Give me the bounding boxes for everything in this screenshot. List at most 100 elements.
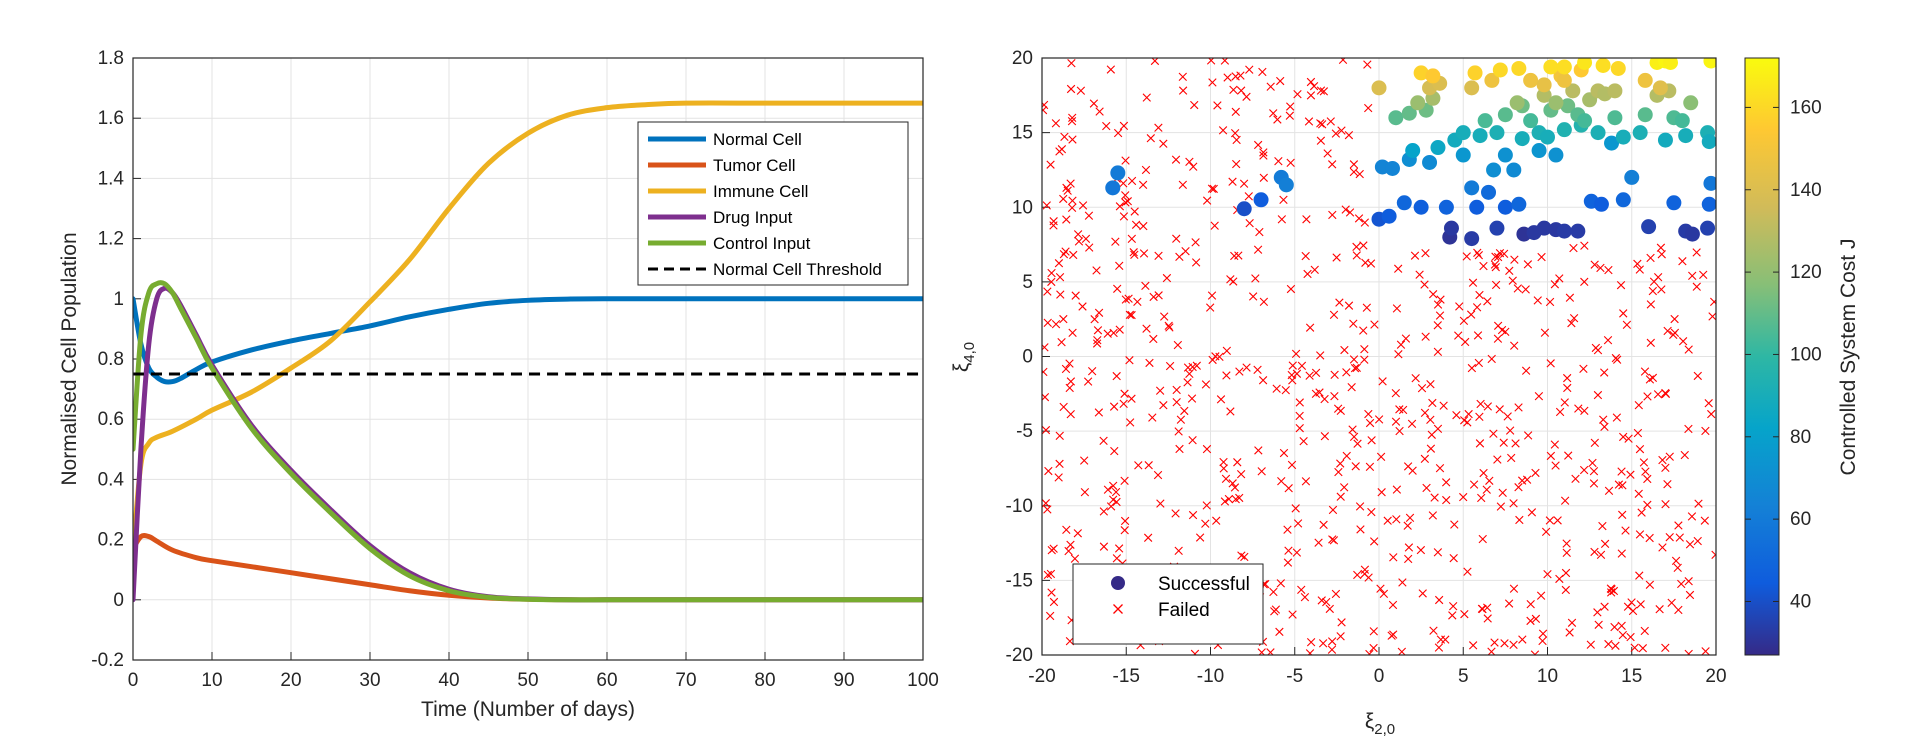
colorbar-ticks: 40 60 80 100 120 140 160 bbox=[1745, 97, 1822, 612]
failed-point bbox=[1042, 105, 1048, 115]
failed-point bbox=[1408, 466, 1417, 475]
failed-point bbox=[1231, 107, 1240, 117]
failed-point bbox=[1115, 325, 1124, 334]
x-tick-label: -20 bbox=[1028, 666, 1055, 687]
failed-point bbox=[1133, 297, 1142, 307]
failed-point bbox=[1618, 630, 1628, 640]
failed-point bbox=[1643, 392, 1652, 401]
successful-point bbox=[1595, 58, 1611, 73]
failed-point bbox=[1526, 616, 1535, 626]
failed-point bbox=[1495, 405, 1504, 414]
failed-point bbox=[1207, 184, 1217, 193]
failed-point bbox=[1236, 86, 1246, 95]
failed-point bbox=[1364, 103, 1373, 113]
failed-point bbox=[1288, 376, 1297, 385]
x-tick-label: 40 bbox=[438, 670, 459, 691]
y-tick-label: 0.4 bbox=[98, 469, 125, 490]
failed-point bbox=[1624, 434, 1633, 443]
failed-point bbox=[1127, 310, 1136, 320]
svg-text:ξ4,0: ξ4,0 bbox=[950, 342, 978, 372]
failed-point bbox=[1645, 533, 1654, 543]
successful-point bbox=[1556, 223, 1572, 239]
failed-point bbox=[1363, 60, 1372, 69]
failed-point bbox=[1354, 214, 1364, 223]
failed-point bbox=[1191, 238, 1200, 247]
series-lines bbox=[133, 100, 923, 603]
successful-point bbox=[1637, 72, 1653, 88]
failed-point bbox=[1377, 488, 1386, 497]
failed-point bbox=[1479, 261, 1488, 271]
failed-point bbox=[1536, 591, 1546, 600]
failed-point bbox=[1279, 195, 1288, 205]
legend-label-successful: Successful bbox=[1158, 574, 1250, 595]
failed-point bbox=[1466, 310, 1476, 319]
failed-point bbox=[1235, 367, 1244, 376]
failed-point bbox=[1119, 212, 1129, 221]
failed-point bbox=[1640, 367, 1650, 376]
colorbar-tick-label: 120 bbox=[1790, 262, 1822, 283]
failed-point bbox=[1491, 280, 1501, 290]
failed-point bbox=[1042, 343, 1049, 352]
failed-point bbox=[1404, 543, 1414, 552]
failed-point bbox=[1474, 358, 1484, 368]
failed-point bbox=[1120, 516, 1130, 526]
failed-point bbox=[1192, 361, 1201, 370]
failed-point bbox=[1042, 425, 1051, 435]
x-tick-label: 30 bbox=[359, 670, 380, 691]
failed-point bbox=[1297, 361, 1307, 371]
failed-point bbox=[1119, 399, 1128, 409]
failed-point bbox=[1392, 515, 1401, 524]
failed-point bbox=[1646, 300, 1656, 309]
successful-point bbox=[1489, 220, 1505, 236]
failed-point bbox=[1630, 643, 1639, 652]
failed-point bbox=[1448, 611, 1457, 620]
failed-point bbox=[1065, 359, 1074, 368]
failed-point bbox=[1154, 123, 1163, 132]
failed-point bbox=[1621, 526, 1630, 535]
failed-point bbox=[1514, 403, 1523, 412]
failed-point bbox=[1364, 573, 1373, 582]
successful-point bbox=[1467, 65, 1483, 81]
failed-point bbox=[1404, 554, 1413, 564]
failed-point bbox=[1541, 527, 1551, 537]
failed-point bbox=[1607, 585, 1616, 594]
failed-point bbox=[1258, 67, 1267, 77]
failed-point bbox=[1441, 478, 1451, 487]
failed-point bbox=[1361, 258, 1370, 267]
failed-point bbox=[1478, 534, 1487, 544]
failed-point bbox=[1468, 641, 1478, 650]
failed-point bbox=[1635, 571, 1644, 580]
failed-point bbox=[1501, 327, 1510, 337]
failed-point bbox=[1452, 410, 1461, 420]
failed-point bbox=[1066, 179, 1075, 188]
failed-point bbox=[1397, 647, 1407, 655]
failed-point bbox=[1459, 316, 1469, 326]
failed-point bbox=[1047, 277, 1056, 287]
failed-point bbox=[1473, 248, 1482, 257]
failed-point bbox=[1331, 129, 1341, 138]
failed-point bbox=[1064, 546, 1073, 556]
failed-point bbox=[1493, 334, 1503, 343]
failed-point bbox=[1599, 415, 1608, 424]
successful-point bbox=[1484, 72, 1500, 88]
failed-point bbox=[1637, 508, 1646, 517]
failed-point bbox=[1405, 513, 1415, 522]
failed-point bbox=[1127, 176, 1137, 186]
failed-point bbox=[1236, 469, 1246, 479]
failed-point bbox=[1318, 639, 1328, 648]
failed-point bbox=[1362, 303, 1372, 312]
failed-point bbox=[1658, 543, 1667, 552]
failed-point bbox=[1422, 483, 1431, 493]
successful-point bbox=[1509, 95, 1525, 111]
failed-point bbox=[1314, 538, 1323, 547]
failed-point bbox=[1367, 507, 1376, 517]
failed-point bbox=[1493, 455, 1502, 464]
failed-point bbox=[1328, 210, 1337, 220]
failed-point bbox=[1490, 260, 1500, 269]
failed-point bbox=[1638, 644, 1648, 653]
failed-point bbox=[1076, 86, 1086, 95]
successful-point bbox=[1703, 175, 1716, 191]
successful-point bbox=[1381, 208, 1397, 224]
failed-point bbox=[1044, 466, 1053, 476]
legend-swatch-successful bbox=[1111, 576, 1125, 590]
